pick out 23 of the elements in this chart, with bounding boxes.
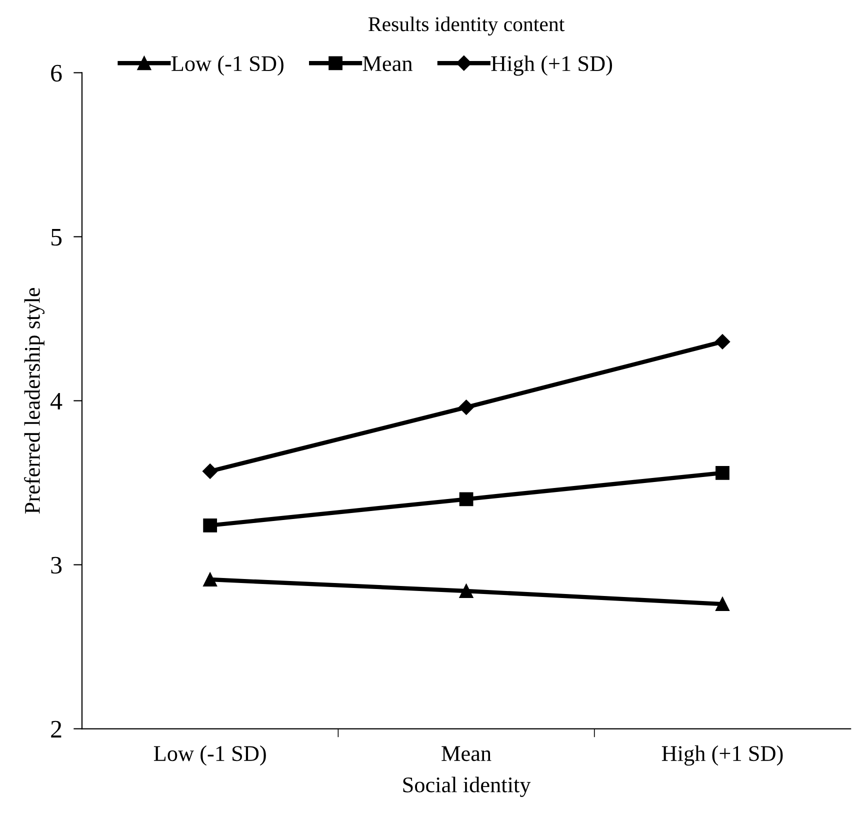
y-tick-label: 3: [51, 556, 62, 574]
y-tick-label: 4: [50, 392, 62, 410]
x-tick-label: Mean: [442, 746, 492, 762]
point: [716, 466, 730, 480]
legend-label: Low (-1 SD): [172, 55, 284, 76]
y-tick-label: 6: [51, 64, 62, 82]
legend-label: High (+1 SD): [491, 55, 612, 76]
point: [203, 518, 218, 532]
x-axis-title: Social identity: [403, 776, 531, 797]
point: [714, 334, 730, 350]
point: [458, 400, 474, 415]
point: [203, 572, 218, 586]
point: [459, 584, 474, 598]
point: [716, 597, 730, 612]
y-tick-label: 2: [51, 720, 62, 738]
point: [202, 464, 218, 479]
chart-title: Results identity content: [368, 16, 565, 36]
x-tick-label: Low (-1 SD): [154, 745, 266, 766]
legend-label: Mean: [362, 56, 412, 72]
y-tick-label: 5: [51, 229, 62, 246]
point: [459, 492, 474, 506]
y-axis-title: Preferred leadership style: [24, 288, 44, 514]
x-tick-label: High (+1 SD): [662, 745, 783, 766]
